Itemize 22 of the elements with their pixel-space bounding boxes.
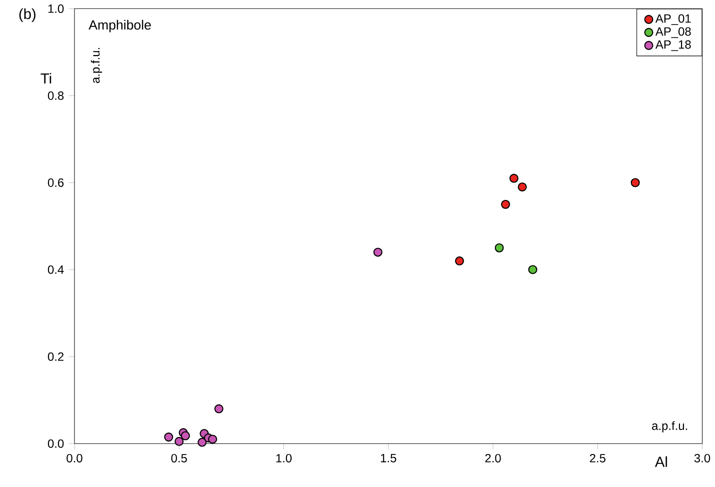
- x-tick-label: 2.5: [590, 454, 606, 462]
- y-tick-label: 0.2: [48, 352, 64, 361]
- x-tick-label: 0.5: [171, 454, 187, 462]
- y-tick-label: 0.6: [48, 178, 64, 187]
- text: (b): [19, 8, 36, 22]
- y-axis-title: Ti: [40, 72, 52, 84]
- legend-label: AP_01: [655, 14, 691, 25]
- x-tick-label: 2.0: [485, 454, 501, 462]
- x-tick-label: 0.0: [66, 454, 82, 462]
- x-tick-label: 3.0: [694, 454, 710, 462]
- legend-label: AP_08: [655, 27, 691, 38]
- x-axis-title: Al: [654, 456, 667, 467]
- annotation: a.p.f.u.: [652, 420, 688, 432]
- y-tick-label: 0.4: [48, 265, 64, 274]
- x-tick-label: 1.5: [380, 454, 396, 462]
- annotation: a.p.f.u.: [90, 48, 102, 83]
- annotation: Amphibole: [88, 20, 151, 32]
- y-tick-label: 1.0: [48, 4, 64, 13]
- legend-label: AP_18: [655, 40, 691, 51]
- y-tick-label: 0.8: [48, 91, 64, 100]
- y-tick-label: 0.0: [48, 439, 64, 448]
- x-tick-label: 1.0: [276, 454, 292, 462]
